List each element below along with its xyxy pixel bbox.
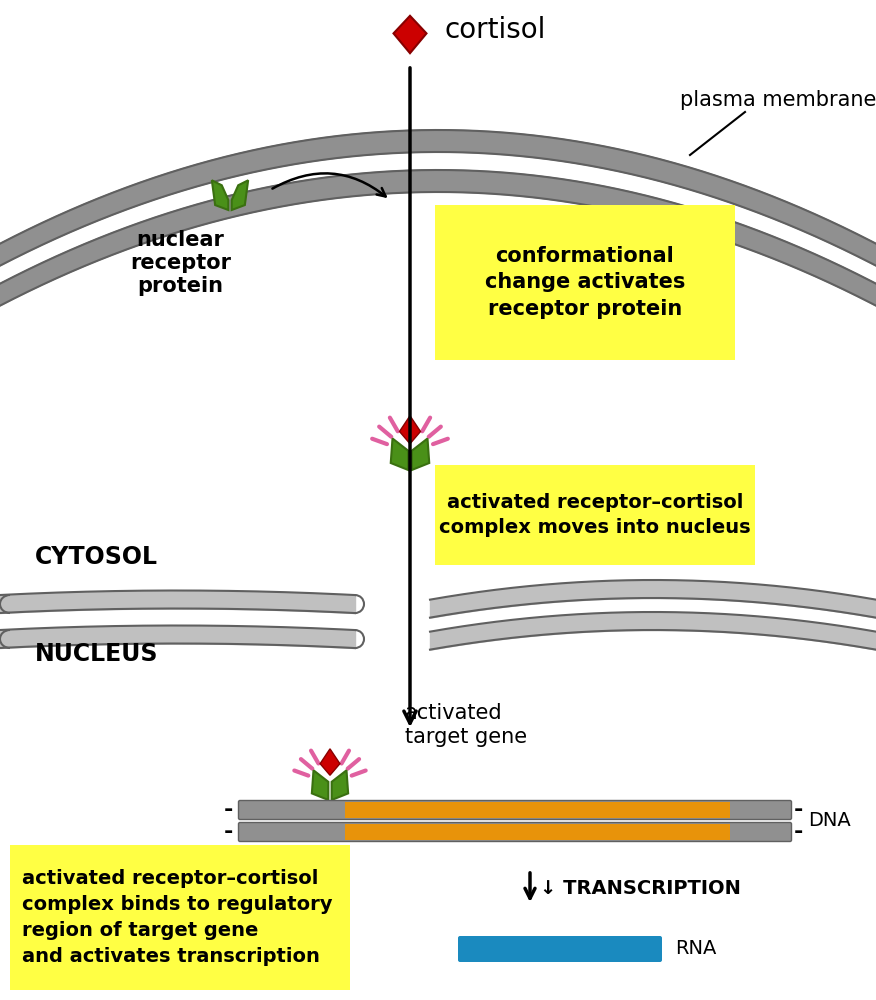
Polygon shape [312,770,328,800]
Text: activated
target gene: activated target gene [405,703,527,747]
Polygon shape [332,770,348,800]
Bar [345,802,730,818]
FancyBboxPatch shape [238,800,792,820]
Text: -: - [794,800,802,820]
Polygon shape [212,180,229,210]
Text: ↓ TRANSCRIPTION: ↓ TRANSCRIPTION [540,879,741,898]
Text: cortisol: cortisol [445,16,547,44]
FancyBboxPatch shape [435,465,755,565]
Text: -: - [223,822,233,842]
Polygon shape [399,416,420,444]
Text: DNA: DNA [808,812,851,830]
Polygon shape [231,180,248,210]
Text: NUCLEUS: NUCLEUS [35,642,159,666]
FancyBboxPatch shape [238,822,792,842]
Text: -: - [794,822,802,842]
Text: -: - [223,800,233,820]
Text: RNA: RNA [675,940,717,958]
FancyBboxPatch shape [458,936,662,962]
Polygon shape [412,438,429,470]
Polygon shape [391,438,408,470]
Text: plasma membrane: plasma membrane [680,90,876,110]
Bar [345,824,730,840]
Text: activated receptor–cortisol
complex moves into nucleus: activated receptor–cortisol complex move… [439,493,751,537]
Text: nuclear
receptor
protein: nuclear receptor protein [130,230,231,296]
Polygon shape [393,16,427,53]
Text: CYTOSOL: CYTOSOL [35,545,158,569]
Text: activated receptor–cortisol
complex binds to regulatory
region of target gene
an: activated receptor–cortisol complex bind… [22,869,333,966]
Text: conformational
change activates
receptor protein: conformational change activates receptor… [484,246,685,319]
FancyBboxPatch shape [435,205,735,360]
FancyBboxPatch shape [10,845,350,990]
Polygon shape [320,749,340,775]
